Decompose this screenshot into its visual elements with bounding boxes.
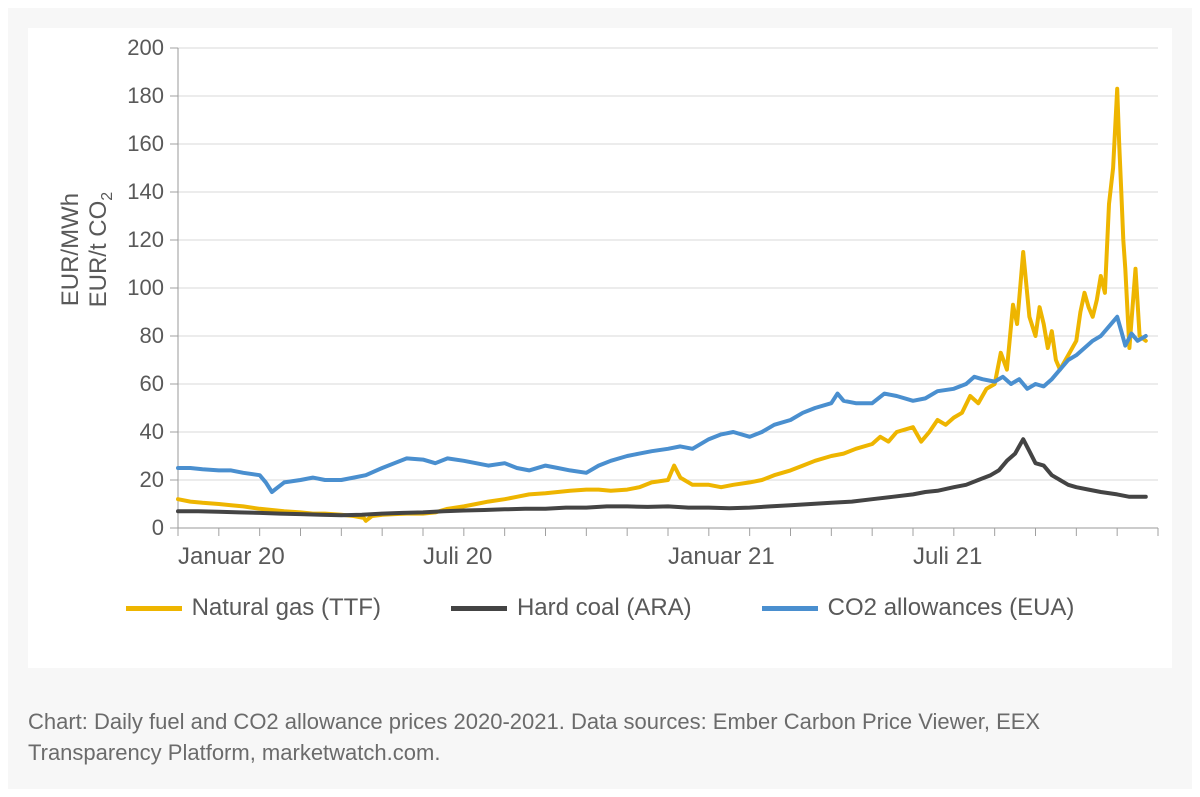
line-chart-svg: 0 20 40 60 80 100 120 140 160 180 200 Januar 20 Juli…	[28, 28, 1188, 588]
chart-card: { "chart": { "type": "line", "background…	[8, 8, 1192, 789]
y-tick-label: 0	[152, 515, 164, 540]
y-tick-label: 180	[127, 83, 164, 108]
chart-caption: Chart: Daily fuel and CO2 allowance pric…	[28, 707, 1172, 769]
legend-swatch	[762, 606, 818, 611]
chart-legend: Natural gas (TTF) Hard coal (ARA) CO2 allo…	[28, 588, 1172, 622]
legend-swatch	[451, 606, 507, 611]
legend-item-hard_coal: Hard coal (ARA)	[451, 594, 692, 622]
y-axis-label: EUR/MWhEUR/t CO2	[57, 192, 116, 308]
legend-label: Hard coal (ARA)	[517, 594, 692, 622]
x-tick-label: Januar 21	[668, 543, 775, 570]
legend-swatch	[126, 606, 182, 611]
y-tick-label: 200	[127, 35, 164, 60]
y-tick-label: 100	[127, 275, 164, 300]
y-tick-label: 160	[127, 131, 164, 156]
y-tick-label: 120	[127, 227, 164, 252]
legend-label: Natural gas (TTF)	[192, 594, 381, 622]
y-tick-label: 80	[140, 323, 164, 348]
series-natural_gas	[178, 89, 1146, 521]
chart-area: 0 20 40 60 80 100 120 140 160 180 200 Januar 20 Juli…	[28, 28, 1172, 668]
x-tick-label: Juli 20	[423, 543, 492, 570]
y-tick-label: 60	[140, 371, 164, 396]
y-tick-label: 40	[140, 419, 164, 444]
legend-item-natural_gas: Natural gas (TTF)	[126, 594, 381, 622]
x-tick-label: Juli 21	[913, 543, 982, 570]
y-tick-label: 140	[127, 179, 164, 204]
y-tick-label: 20	[140, 467, 164, 492]
legend-item-co2_eua: CO2 allowances (EUA)	[762, 594, 1075, 622]
x-tick-label: Januar 20	[178, 543, 285, 570]
legend-label: CO2 allowances (EUA)	[828, 594, 1075, 622]
